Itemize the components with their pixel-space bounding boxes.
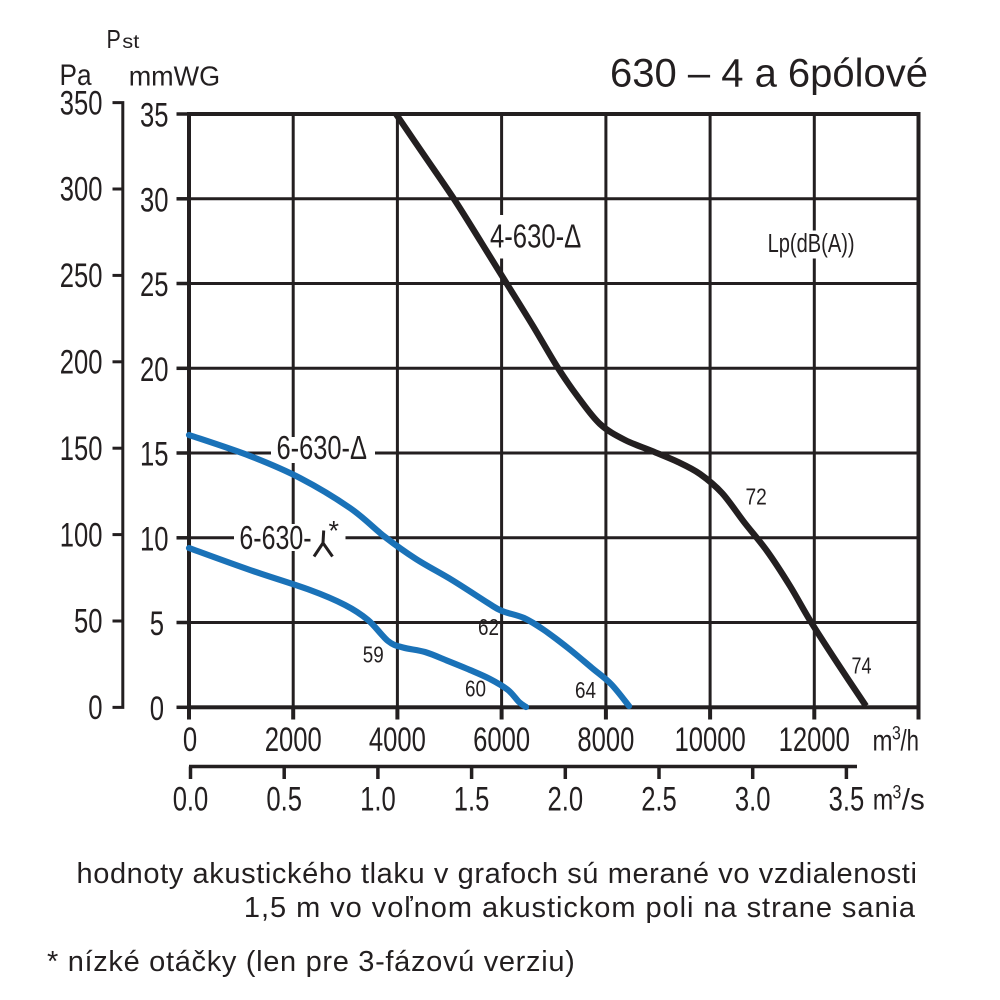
svg-text:250: 250 <box>60 257 103 295</box>
svg-text:200: 200 <box>60 344 103 382</box>
svg-text:300: 300 <box>60 171 103 209</box>
svg-text:1,5 m vo voľnom akustickom pol: 1,5 m vo voľnom akustickom poli na stran… <box>244 892 916 924</box>
svg-text:*: * <box>329 515 340 546</box>
svg-text:st: st <box>122 32 140 53</box>
svg-text:hodnoty akustického tlaku v gr: hodnoty akustického tlaku v grafoch sú m… <box>77 858 918 890</box>
svg-text:10: 10 <box>140 520 169 558</box>
svg-text:4000: 4000 <box>369 721 426 759</box>
svg-text:0: 0 <box>88 689 102 727</box>
svg-text:0: 0 <box>150 690 164 728</box>
svg-text:30: 30 <box>140 181 169 219</box>
svg-text:5: 5 <box>150 605 164 643</box>
svg-text:* nízké otáčky (len pre 3-fázo: * nízké otáčky (len pre 3-fázovú verziu) <box>47 946 575 978</box>
svg-text:4-630-Δ: 4-630-Δ <box>490 219 581 256</box>
svg-text:0.0: 0.0 <box>173 781 209 819</box>
svg-text:P: P <box>107 24 121 54</box>
svg-text:100: 100 <box>60 516 103 554</box>
svg-text:mmWG: mmWG <box>129 61 221 92</box>
svg-text:Pa: Pa <box>60 59 92 92</box>
svg-text:630 – 4 a 6pólové: 630 – 4 a 6pólové <box>610 51 928 95</box>
svg-text:/h: /h <box>901 725 920 758</box>
svg-text:59: 59 <box>363 642 384 668</box>
svg-text:350: 350 <box>60 85 103 123</box>
svg-text:0.5: 0.5 <box>266 781 302 819</box>
svg-text:2000: 2000 <box>265 721 322 759</box>
svg-text:74: 74 <box>852 653 872 679</box>
svg-text:2.5: 2.5 <box>641 781 677 819</box>
svg-text:6-630-: 6-630- <box>239 520 311 557</box>
svg-text:62: 62 <box>478 614 499 640</box>
svg-text:64: 64 <box>575 677 596 703</box>
svg-text:3.0: 3.0 <box>735 781 771 819</box>
svg-text:m: m <box>873 784 894 817</box>
svg-text:12000: 12000 <box>779 721 850 759</box>
svg-text:20: 20 <box>140 351 169 389</box>
svg-text:/s: /s <box>902 784 925 817</box>
svg-text:2.0: 2.0 <box>548 781 584 819</box>
svg-text:m: m <box>873 725 893 758</box>
svg-text:3.5: 3.5 <box>829 781 865 819</box>
svg-text:1.5: 1.5 <box>454 781 490 819</box>
svg-text:0: 0 <box>183 721 197 759</box>
svg-text:Lp(dB(A)): Lp(dB(A)) <box>768 230 855 258</box>
svg-text:1.0: 1.0 <box>360 781 396 819</box>
svg-text:10000: 10000 <box>674 721 745 759</box>
svg-text:6-630-Δ: 6-630-Δ <box>277 430 368 467</box>
svg-text:25: 25 <box>140 266 169 304</box>
svg-text:8000: 8000 <box>577 721 634 759</box>
svg-text:150: 150 <box>60 430 103 468</box>
svg-text:3: 3 <box>892 724 901 745</box>
svg-text:3: 3 <box>893 783 902 804</box>
svg-text:15: 15 <box>140 436 169 474</box>
svg-text:50: 50 <box>74 603 103 641</box>
svg-text:72: 72 <box>746 484 767 510</box>
svg-text:35: 35 <box>140 97 169 135</box>
svg-text:6000: 6000 <box>473 721 530 759</box>
svg-text:60: 60 <box>465 676 486 702</box>
